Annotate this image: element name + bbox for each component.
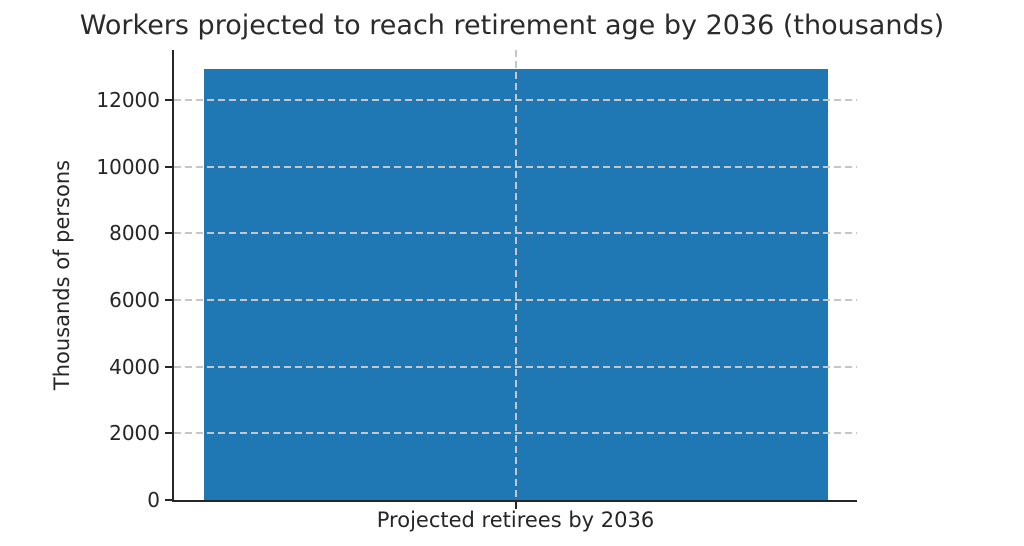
y-tick-label-4000: 4000 [109, 354, 160, 379]
y-gridline-6000 [174, 299, 857, 301]
y-tick-label-2000: 2000 [109, 421, 160, 446]
y-tick-mark-2000 [165, 432, 172, 435]
y-tick-mark-4000 [165, 365, 172, 368]
y-axis-label: Thousands of persons [50, 159, 74, 391]
y-tick-mark-8000 [165, 232, 172, 235]
y-tick-label-6000: 6000 [109, 288, 160, 312]
y-tick-mark-0 [165, 499, 172, 501]
y-gridline-4000 [174, 365, 857, 368]
y-gridline-8000 [174, 232, 857, 235]
y-tick-label-10000: 10000 [96, 154, 160, 179]
y-tick-label-12000: 12000 [96, 88, 160, 112]
y-tick-label-8000: 8000 [109, 221, 160, 246]
y-tick-mark-6000 [165, 299, 172, 301]
plot-area: Projected retirees by 2036 0 2000 4000 6000… [96, 50, 857, 532]
y-gridline-12000 [174, 99, 857, 101]
y-gridline-10000 [174, 165, 857, 168]
x-tick-label: Projected retirees by 2036 [376, 508, 655, 532]
y-gridline-2000 [174, 432, 857, 435]
y-tick-mark-10000 [165, 165, 172, 168]
x-center-gridline [514, 50, 517, 500]
x-tick-mark [514, 502, 517, 509]
y-tick-mark-12000 [165, 99, 172, 101]
chart-title: Workers projected to reach retirement ag… [79, 10, 945, 41]
y-tick-label-0: 0 [147, 488, 160, 512]
